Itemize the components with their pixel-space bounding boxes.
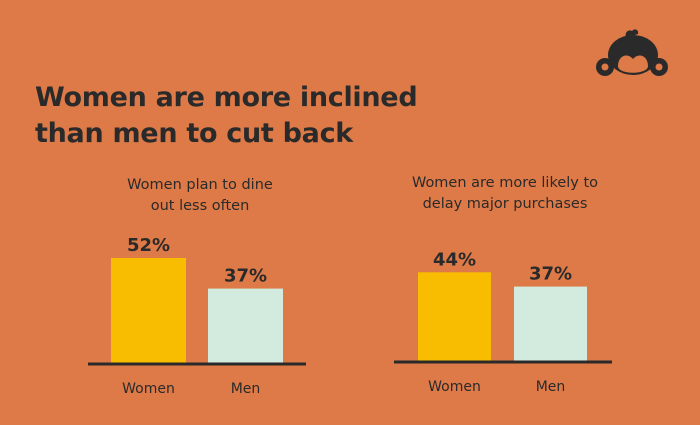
chart-2-bar-women [418,272,491,362]
chart-1-category-label-women: Women [122,381,175,397]
chart-1-subtitle-line-2: out less often [150,198,250,214]
chart-1-category-label-men: Men [231,381,261,397]
surveymonkey-logo-icon [596,29,668,76]
chart-2-value-label-women: 44% [433,249,476,270]
chart-1-value-label-women: 52% [127,235,170,256]
chart-2-subtitle-line-1: Women are more likely to [411,175,599,191]
chart-1-value-label-men: 37% [224,266,267,287]
chart-2-subtitle: Women are more likely to delay major pur… [385,173,625,215]
page-title: Women are more inclined than men to cut … [35,80,455,152]
chart-2-subtitle-line-2: delay major purchases [422,196,588,212]
chart-2-category-label-men: Men [536,379,566,395]
chart-2-bar-men [514,286,587,362]
chart-1-subtitle: Women plan to dine out less often [90,175,310,217]
title-line-2: than men to cut back [35,118,353,149]
title-line-1: Women are more inclined [35,82,418,113]
chart-1-bar-men [208,288,283,364]
chart-1-subtitle-line-1: Women plan to dine [127,177,273,193]
chart-2-value-label-men: 37% [529,264,572,285]
chart-1-bar-women [111,258,186,364]
chart-2-category-label-women: Women [428,379,481,395]
